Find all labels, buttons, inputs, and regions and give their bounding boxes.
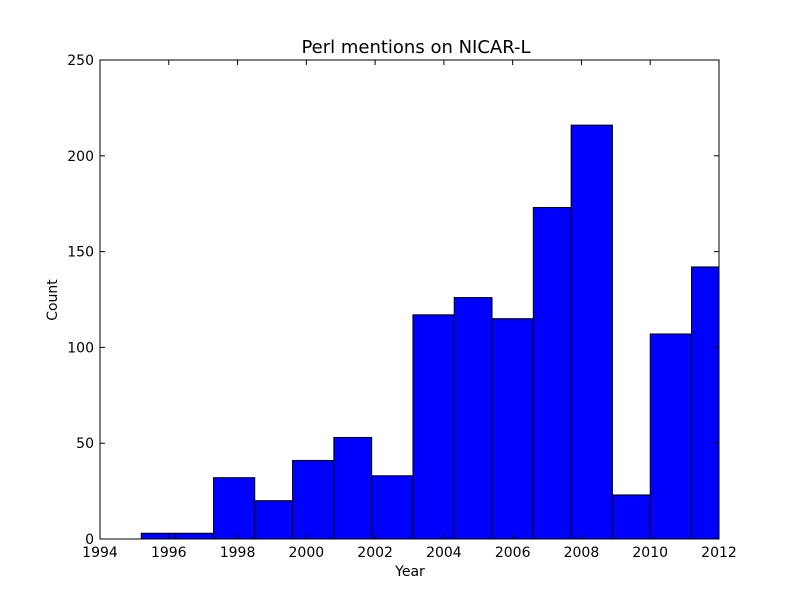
bar — [649, 333, 692, 540]
bar — [175, 532, 214, 540]
x-tick-label: 2010 — [632, 545, 668, 561]
bar — [254, 500, 294, 540]
bar — [333, 436, 373, 540]
bars-group — [140, 124, 720, 540]
y-axis-label: Count — [45, 279, 61, 321]
x-tick-label: 1998 — [220, 545, 256, 561]
bar — [611, 494, 651, 540]
y-tick-label: 100 — [67, 340, 94, 356]
x-tick-label: 2000 — [289, 545, 325, 561]
plot-frame — [99, 59, 720, 540]
bar — [371, 475, 414, 540]
y-tick-label: 200 — [67, 149, 94, 165]
bar — [140, 532, 177, 540]
bar — [491, 318, 534, 540]
x-tick-label: 1996 — [151, 545, 187, 561]
x-tick-label: 2012 — [701, 545, 737, 561]
bar — [453, 297, 493, 540]
bar — [532, 207, 572, 540]
x-axis-label: Year — [394, 564, 425, 580]
bar — [292, 459, 335, 540]
x-tick-label: 2004 — [426, 545, 462, 561]
y-tick-label: 50 — [76, 436, 94, 452]
x-tick-label: 2008 — [564, 545, 600, 561]
bar — [570, 124, 613, 540]
y-axis-ticks: 0 50 100 150 200 250 — [67, 53, 719, 548]
x-tick-label: 2002 — [357, 545, 393, 561]
bar — [690, 266, 720, 540]
y-tick-label: 0 — [85, 532, 94, 548]
y-tick-label: 150 — [67, 245, 94, 261]
x-tick-label: 2006 — [495, 545, 531, 561]
bar — [412, 314, 455, 540]
chart-title: Perl mentions on NICAR-L — [301, 37, 530, 58]
x-axis-ticks: 1994 1996 1998 2000 2002 2004 2006 2008 2010 2012 — [82, 60, 737, 561]
y-tick-label: 250 — [67, 53, 94, 69]
bar — [212, 477, 256, 540]
x-tick-label: 1994 — [82, 545, 118, 561]
